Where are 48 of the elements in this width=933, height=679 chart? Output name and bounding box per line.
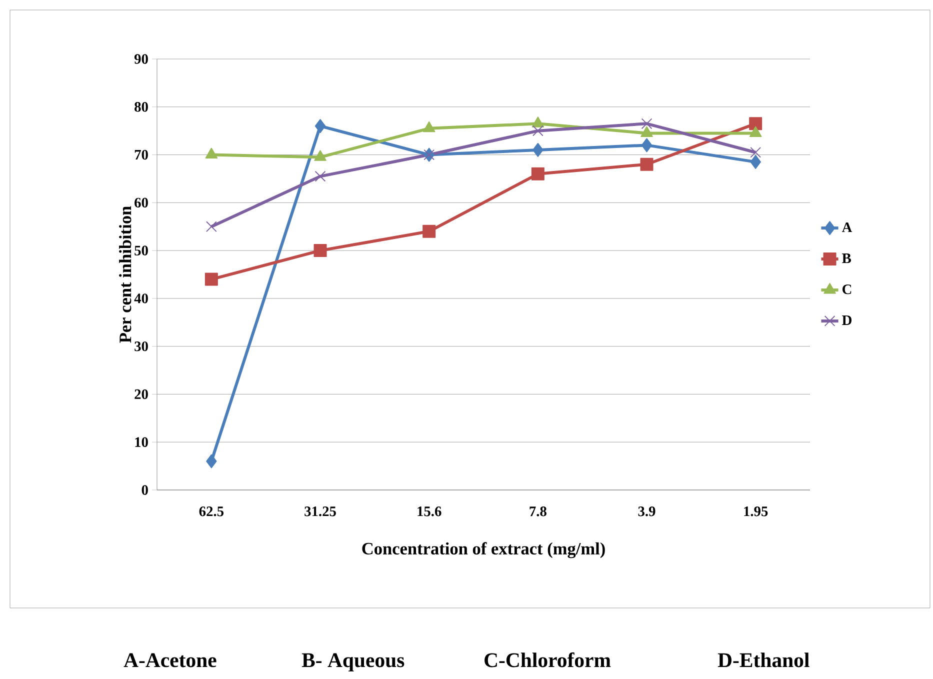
y-tick-label: 90 xyxy=(134,54,148,64)
x-tick-label: 31.25 xyxy=(304,506,336,516)
point xyxy=(422,121,436,132)
point xyxy=(314,170,326,182)
y-tick-label: 10 xyxy=(135,437,148,447)
x-tick-label: 15.6 xyxy=(418,506,442,516)
legend-label: D xyxy=(842,316,852,325)
text: C-Chloroform xyxy=(484,652,611,668)
x-tick-label: 1.95 xyxy=(744,506,768,516)
text: D-Ethanol xyxy=(718,652,810,668)
point xyxy=(532,142,544,157)
x-tick-label: 62.5 xyxy=(199,506,224,516)
legend-label: A xyxy=(842,222,852,232)
text: A-Acetone xyxy=(124,653,216,668)
point xyxy=(314,119,326,134)
point xyxy=(422,224,436,238)
y-tick-label: 20 xyxy=(134,389,148,400)
point xyxy=(749,117,762,130)
x-axis-title: Concentration of extract (mg/ml) xyxy=(362,542,605,558)
point xyxy=(532,116,544,128)
y-tick-label: 80 xyxy=(134,102,148,112)
y-tick-label: 60 xyxy=(134,198,148,208)
point xyxy=(206,454,217,468)
point xyxy=(641,138,652,152)
y-tick-label: 40 xyxy=(134,294,148,304)
y-axis-title: Per cent inhibition xyxy=(119,206,132,343)
x-tick-label: 7.8 xyxy=(530,506,546,516)
y-tick-label: 0 xyxy=(142,485,148,495)
point xyxy=(205,148,218,159)
point xyxy=(206,221,217,232)
point xyxy=(204,272,218,286)
y-tick-label: 50 xyxy=(134,246,148,256)
point xyxy=(532,125,544,136)
point xyxy=(750,146,762,158)
legend-label: C xyxy=(842,284,852,294)
legend-label: B xyxy=(842,254,852,264)
y-tick-label: 30 xyxy=(134,341,148,352)
point xyxy=(749,126,762,137)
point xyxy=(640,126,653,137)
point xyxy=(641,118,652,130)
point xyxy=(314,244,327,258)
point xyxy=(750,154,761,169)
point xyxy=(314,150,326,161)
point xyxy=(531,167,544,180)
y-tick-label: 70 xyxy=(134,150,148,160)
point xyxy=(640,158,654,171)
text: B- Aqueous xyxy=(302,653,404,672)
x-tick-label: 3.9 xyxy=(638,506,656,516)
